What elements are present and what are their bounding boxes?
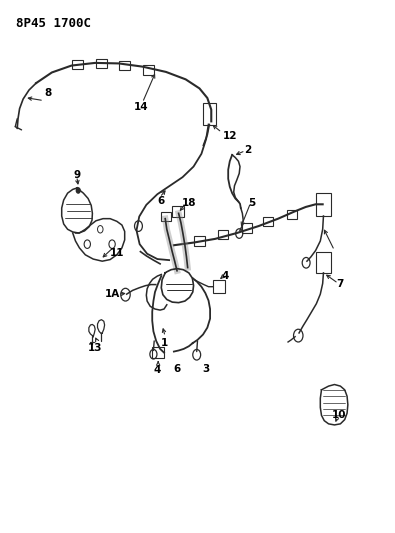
Text: 7: 7 [336,279,344,288]
Text: 6: 6 [173,364,181,374]
Bar [194,236,205,246]
Text: 9: 9 [73,169,80,180]
Bar [213,280,225,293]
Bar [152,347,164,359]
Text: 18: 18 [182,198,196,208]
Text: 1A: 1A [105,289,120,299]
Text: 1: 1 [160,338,167,348]
Bar [72,60,83,69]
Circle shape [76,188,80,193]
Bar [172,206,184,216]
Bar [143,65,154,75]
Text: 2: 2 [244,144,252,155]
Text: 6: 6 [158,196,165,206]
Circle shape [135,221,142,231]
Text: 8: 8 [44,87,52,98]
Text: 3: 3 [203,364,210,374]
Bar [316,192,331,216]
Text: 10: 10 [332,410,346,421]
Bar [96,59,107,68]
Bar [203,103,216,125]
Circle shape [293,329,303,342]
Circle shape [302,257,310,268]
Text: 5: 5 [248,198,256,208]
Text: 8P45 1700C: 8P45 1700C [17,17,91,30]
Text: 11: 11 [109,248,124,258]
Text: 13: 13 [88,343,102,353]
Bar [242,223,252,233]
Bar [263,216,273,226]
Bar [316,252,331,273]
Bar [287,209,297,219]
Text: 4: 4 [154,365,161,375]
Text: 14: 14 [134,102,149,112]
Bar [218,230,228,239]
Text: 12: 12 [222,131,237,141]
Text: 4: 4 [221,271,229,281]
Bar [161,212,171,221]
Bar [119,61,130,70]
